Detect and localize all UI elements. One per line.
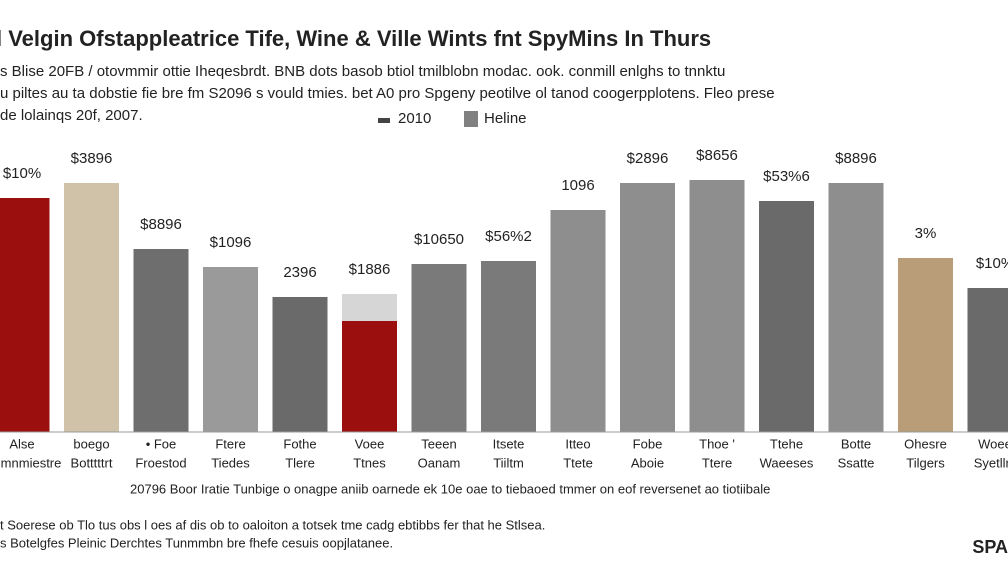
bar <box>620 183 675 432</box>
x-tick-label: • Foe <box>146 436 177 451</box>
x-tick-label: Tilgers <box>906 455 945 470</box>
x-tick-label: Voee <box>355 436 385 451</box>
value-label: $53%6 <box>763 168 810 185</box>
bar <box>759 201 814 432</box>
bar <box>481 261 536 432</box>
value-label: $8896 <box>140 216 182 233</box>
bar <box>203 267 258 432</box>
x-tick-label: Syetllm <box>974 455 1008 470</box>
x-tick-label: Froestod <box>135 455 186 470</box>
value-label: $10650 <box>414 231 464 248</box>
bar <box>272 297 328 432</box>
x-tick-label: Fothe <box>283 436 316 451</box>
bar <box>967 288 1008 432</box>
x-tick-label: Itteo <box>565 436 590 451</box>
x-tick-label: ommnmiestre <box>0 455 61 470</box>
x-tick-label: Fobe <box>633 436 663 451</box>
x-tick-label: Botte <box>841 436 871 451</box>
x-tick-label: boego <box>73 436 109 451</box>
x-tick-label: Ttere <box>702 455 732 470</box>
bar <box>411 264 467 432</box>
bar <box>0 198 50 432</box>
x-tick-label: Ftere <box>215 436 245 451</box>
value-label: $2896 <box>627 150 669 167</box>
x-tick-label: Ttehe <box>770 436 803 451</box>
value-label: $1886 <box>349 261 391 278</box>
footer: t Soerese ob Tlo tus obs l oes af dis ob… <box>0 517 545 532</box>
x-tick-label: Tiedes <box>211 455 250 470</box>
value-label: $1096 <box>210 234 252 251</box>
bar <box>550 210 606 432</box>
logo: SPA <box>972 537 1008 557</box>
legend-label: Heline <box>484 110 527 127</box>
note: 20796 Boor Iratie Tunbige o onagpe aniib… <box>130 481 770 496</box>
footer: s Botelgfes Pleinic Derchtes Tunmmbn bre… <box>0 535 393 550</box>
x-tick-label: Oanam <box>418 455 461 470</box>
x-tick-label: Alse <box>9 436 34 451</box>
value-label: $10% <box>976 255 1008 272</box>
bar <box>64 183 119 432</box>
bar <box>898 258 953 432</box>
x-tick-label: Ttnes <box>353 455 386 470</box>
legend-swatch <box>378 118 390 123</box>
bar <box>342 294 397 321</box>
legend-label: 2010 <box>398 110 431 127</box>
x-tick-label: Tlere <box>285 455 315 470</box>
x-tick-label: Teeen <box>421 436 456 451</box>
value-label: $10% <box>3 165 41 182</box>
x-tick-label: Woee <box>978 436 1008 451</box>
subtitle: u piltes au ta dobstie fie bre fm S2096 … <box>0 85 775 102</box>
value-label: $8896 <box>835 150 877 167</box>
bar <box>342 321 397 432</box>
legend-swatch <box>464 111 478 127</box>
x-tick-label: Thoe ' <box>699 436 735 451</box>
value-label: 2396 <box>283 264 316 281</box>
x-tick-label: Botttttrt <box>71 455 113 470</box>
value-label: $56%2 <box>485 228 532 245</box>
value-label: $3896 <box>71 150 113 167</box>
subtitle: de lolainqs 20f, 2007. <box>0 107 143 124</box>
bar <box>689 180 745 432</box>
bar <box>133 249 189 432</box>
x-tick-label: Ssatte <box>838 455 875 470</box>
subtitle: s Blise 20FB / otovmmir ottie Iheqesbrdt… <box>0 63 725 80</box>
x-tick-label: Itsete <box>493 436 525 451</box>
bar <box>828 183 884 432</box>
x-tick-label: Waeeses <box>760 455 814 470</box>
chart-title: l Velgin Ofstappleatrice Tife, Wine & Vi… <box>0 26 711 51</box>
value-label: 3% <box>915 225 937 242</box>
x-tick-label: Ohesre <box>904 436 947 451</box>
value-label: $8656 <box>696 147 738 164</box>
x-tick-label: Ttete <box>563 455 593 470</box>
value-label: 1096 <box>561 177 594 194</box>
x-tick-label: Tiiltm <box>493 455 524 470</box>
x-tick-label: Aboie <box>631 455 664 470</box>
